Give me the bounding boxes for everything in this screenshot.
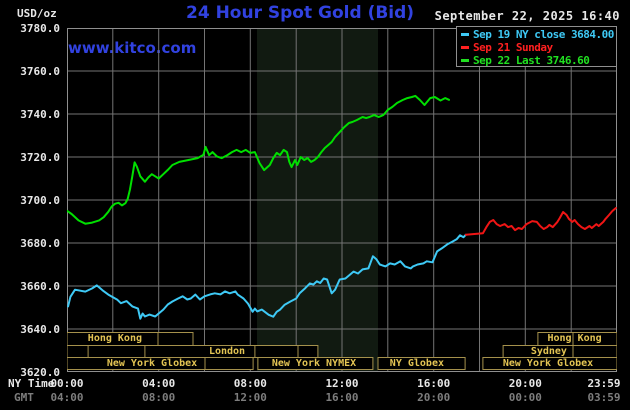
- x-tick-gmt-0400: 04:00: [50, 391, 84, 404]
- x-tick-ny-0000: 00:00: [50, 377, 84, 390]
- sep22-line-swatch: [461, 58, 469, 62]
- legend-label-sep21: Sep 21 Sunday: [473, 41, 553, 54]
- x-tick-gmt-2000: 20:00: [417, 391, 451, 404]
- session-label-ny-globex: NY Globex: [389, 358, 444, 369]
- chart-datetime: September 22, 2025 16:40: [434, 9, 620, 23]
- y-tick-label: 3780.0: [20, 21, 60, 35]
- market-session-boxes: [66, 332, 618, 370]
- x-tick-ny-0800: 08:00: [233, 377, 267, 390]
- session-label-new-york-globex: New York Globex: [502, 358, 594, 369]
- sep19-ny-close-line: [67, 233, 467, 320]
- session-label-hong-kong: Hong Kong: [87, 333, 142, 344]
- session-label-sydney: Sydney: [530, 346, 567, 357]
- x-tick-ny-2000: 20:00: [508, 377, 542, 390]
- x-tick-ny-1200: 12:00: [325, 377, 359, 390]
- sep22-last-line: [66, 94, 450, 225]
- y-axis-unit-label: USD/oz: [17, 7, 57, 20]
- x-tick-gmt-1200: 12:00: [233, 391, 267, 404]
- session-label-london: London: [208, 346, 246, 357]
- y-tick-label: 3680.0: [20, 236, 60, 250]
- legend-item-sep22: Sep 22 Last 3746.60: [460, 54, 616, 67]
- legend-item-sep19: Sep 19 NY close 3684.00: [460, 28, 616, 41]
- legend-label-sep19: Sep 19 NY close 3684.00: [473, 28, 614, 41]
- y-tick-label: 3640.0: [20, 322, 60, 336]
- x-tick-gmt-0800: 08:00: [142, 391, 176, 404]
- session-label-new-york-globex: New York Globex: [106, 358, 198, 369]
- x-tick-ny-1600: 16:00: [417, 377, 451, 390]
- x-tick-ny-0400: 04:00: [142, 377, 176, 390]
- y-tick-label: 3620.0: [20, 365, 60, 379]
- gridlines: [67, 28, 617, 372]
- sep21-line-swatch: [461, 45, 469, 49]
- sep19-line-swatch: [461, 32, 469, 36]
- y-tick-label: 3700.0: [20, 193, 60, 207]
- chart-title: 24 Hour Spot Gold (Bid): [186, 3, 415, 23]
- y-tick-label: 3760.0: [20, 64, 60, 78]
- session-label-new-york-nymex: New York NYMEX: [271, 358, 357, 369]
- kitco-watermark: www.kitco.com: [68, 39, 197, 57]
- legend-item-sep21: Sep 21 Sunday: [460, 41, 616, 54]
- session-label-hong-kong: Hong Kong: [547, 333, 602, 344]
- y-tick-label: 3720.0: [20, 150, 60, 164]
- x-tick-gmt-0359: 03:59: [587, 391, 621, 404]
- x-tick-gmt-1600: 16:00: [325, 391, 359, 404]
- x-tick-gmt-0000: 00:00: [508, 391, 542, 404]
- legend-label-sep22: Sep 22 Last 3746.60: [473, 54, 590, 67]
- chart-canvas: [66, 28, 618, 372]
- x-axis-row1-label: NY Time: [8, 377, 55, 390]
- x-axis-row2-label: GMT: [14, 391, 34, 404]
- legend-box: Sep 19 NY close 3684.00 Sep 21 Sunday Se…: [456, 26, 617, 67]
- y-tick-label: 3660.0: [20, 279, 60, 293]
- y-tick-label: 3740.0: [20, 107, 60, 121]
- sep21-sunday-line: [464, 207, 617, 236]
- plot-border: [67, 28, 617, 372]
- plot-area: [66, 28, 618, 372]
- x-tick-ny-2359: 23:59: [587, 377, 621, 390]
